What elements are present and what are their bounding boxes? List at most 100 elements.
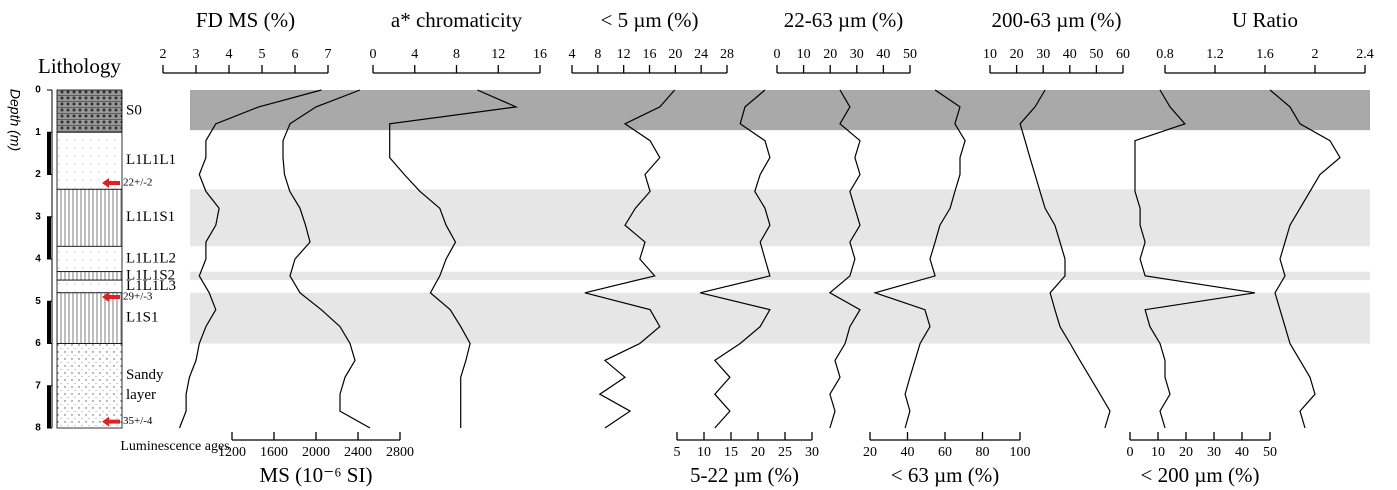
- tick-label: 5: [674, 445, 681, 460]
- tick-label: 10: [797, 47, 811, 62]
- tick-label: 0: [1127, 445, 1134, 460]
- tick-label: 0.8: [1156, 47, 1174, 62]
- depth-tick-label: 2: [35, 169, 41, 180]
- depth-tick-label: 4: [35, 254, 41, 265]
- lithology-title: Lithology: [38, 54, 121, 78]
- tick-label: 0: [370, 47, 377, 62]
- profile-curve: [389, 89, 519, 428]
- tick-label: 24: [694, 47, 708, 62]
- age-label: 29+/-3: [123, 291, 153, 303]
- bands: [190, 90, 1370, 344]
- ages-title: Luminescence ages: [120, 439, 229, 454]
- tick-label: 2800: [386, 445, 414, 460]
- axis-title: < 5 µm (%): [600, 8, 698, 32]
- tick-label: 4: [411, 47, 418, 62]
- profile-curve: [584, 89, 676, 429]
- tick-label: 5: [259, 47, 266, 62]
- axis-title: 5-22 µm (%): [690, 463, 799, 487]
- lithology-unit: [56, 188, 123, 247]
- tick-label: 25: [778, 445, 792, 460]
- axis-title: MS (10⁻⁶ SI): [260, 463, 373, 487]
- tick-label: 1600: [260, 445, 288, 460]
- tick-label: 1200: [218, 445, 246, 460]
- unit-label-part: Sandy: [126, 367, 164, 383]
- tick-label: 2.4: [1356, 47, 1374, 62]
- tick-label: 40: [1063, 47, 1077, 62]
- tick-label: 16: [533, 47, 547, 62]
- tick-label: 16: [643, 47, 657, 62]
- tick-label: 7: [325, 47, 332, 62]
- tick-label: 3: [193, 47, 200, 62]
- lithology-unit: [56, 279, 123, 294]
- tick-label: 4: [226, 47, 233, 62]
- unit-label: L1L1S1: [126, 209, 175, 225]
- age-label: 35+/-4: [123, 415, 153, 427]
- plot: 2 3 4 5 6 7 FD MS (%) 0 4 8 12 16 a* chromaticity 4 8 1…: [160, 8, 1374, 487]
- tick-label: 50: [903, 47, 917, 62]
- tick-label: 2400: [344, 445, 372, 460]
- tick-label: 20: [1010, 47, 1024, 62]
- lithology-column: 0 1 2 3 4 5 6 7 8 S0 L1L1L1 L1L1S1 L1L1L2L1L1S2L1L1L…: [35, 85, 229, 455]
- tick-label: 30: [850, 47, 864, 62]
- tick-label: 4: [569, 47, 576, 62]
- tick-label: 12: [491, 47, 505, 62]
- tick-label: 20: [863, 445, 877, 460]
- depth-tick-label: 1: [35, 127, 41, 138]
- profile-curve: [1019, 89, 1111, 429]
- tick-label: 10: [983, 47, 997, 62]
- lithology-unit: [56, 343, 123, 429]
- unit-label: L1L1L2: [126, 250, 176, 266]
- tick-label: 30: [805, 445, 819, 460]
- tick-label: 2000: [302, 445, 330, 460]
- profile-curve: [1269, 89, 1341, 429]
- axis-title: 22-63 µm (%): [784, 8, 903, 32]
- tick-label: 2: [160, 47, 167, 62]
- tick-label: 12: [617, 47, 631, 62]
- axis-title: U Ratio: [1232, 8, 1298, 32]
- tick-label: 30: [1036, 47, 1050, 62]
- band: [190, 189, 1370, 247]
- tick-label: 20: [1179, 445, 1193, 460]
- axis-title: FD MS (%): [196, 8, 295, 32]
- depth-tick-label: 0: [35, 85, 41, 96]
- depth-tick-label: 5: [35, 296, 41, 307]
- age-arrow: [102, 416, 120, 427]
- depth-tick-label: 3: [35, 211, 41, 222]
- tick-label: 20: [668, 47, 682, 62]
- age-arrow: [102, 292, 120, 303]
- profile-curve: [700, 89, 771, 429]
- axis-title: a* chromaticity: [391, 8, 523, 32]
- unit-label-part: layer: [126, 387, 156, 403]
- profile-curve: [1134, 89, 1255, 429]
- lithology-unit: [56, 89, 123, 133]
- band: [190, 90, 1370, 131]
- profile-curve: [178, 89, 322, 429]
- lithology-unit: [56, 271, 123, 281]
- tick-label: 60: [938, 445, 952, 460]
- unit-label: Sandy layer: [126, 367, 164, 403]
- axis-title: < 63 µm (%): [891, 463, 1000, 487]
- tick-label: 80: [976, 445, 990, 460]
- tick-label: 28: [720, 47, 734, 62]
- profile-curve: [282, 89, 371, 429]
- tick-label: 8: [453, 47, 460, 62]
- lithology-unit: [56, 131, 123, 190]
- unit-label: S0: [126, 103, 142, 119]
- depth-tick-label: 8: [35, 423, 41, 434]
- age-arrow: [102, 177, 120, 188]
- tick-label: 20: [823, 47, 837, 62]
- tick-label: 50: [1089, 47, 1103, 62]
- lithology-unit: [56, 245, 123, 273]
- unit-label: L1L1L1: [126, 152, 176, 168]
- tick-label: 0: [774, 47, 781, 62]
- axis-title: 200-63 µm (%): [992, 8, 1122, 32]
- tick-label: 40: [1235, 445, 1249, 460]
- tick-label: 10: [697, 445, 711, 460]
- depth-label: Depth (m): [7, 89, 23, 151]
- depth-tick-label: 7: [35, 380, 41, 391]
- tick-label: 40: [901, 445, 915, 460]
- tick-label: 50: [1263, 445, 1277, 460]
- unit-label: L1L1S2: [126, 267, 175, 283]
- band: [190, 292, 1370, 344]
